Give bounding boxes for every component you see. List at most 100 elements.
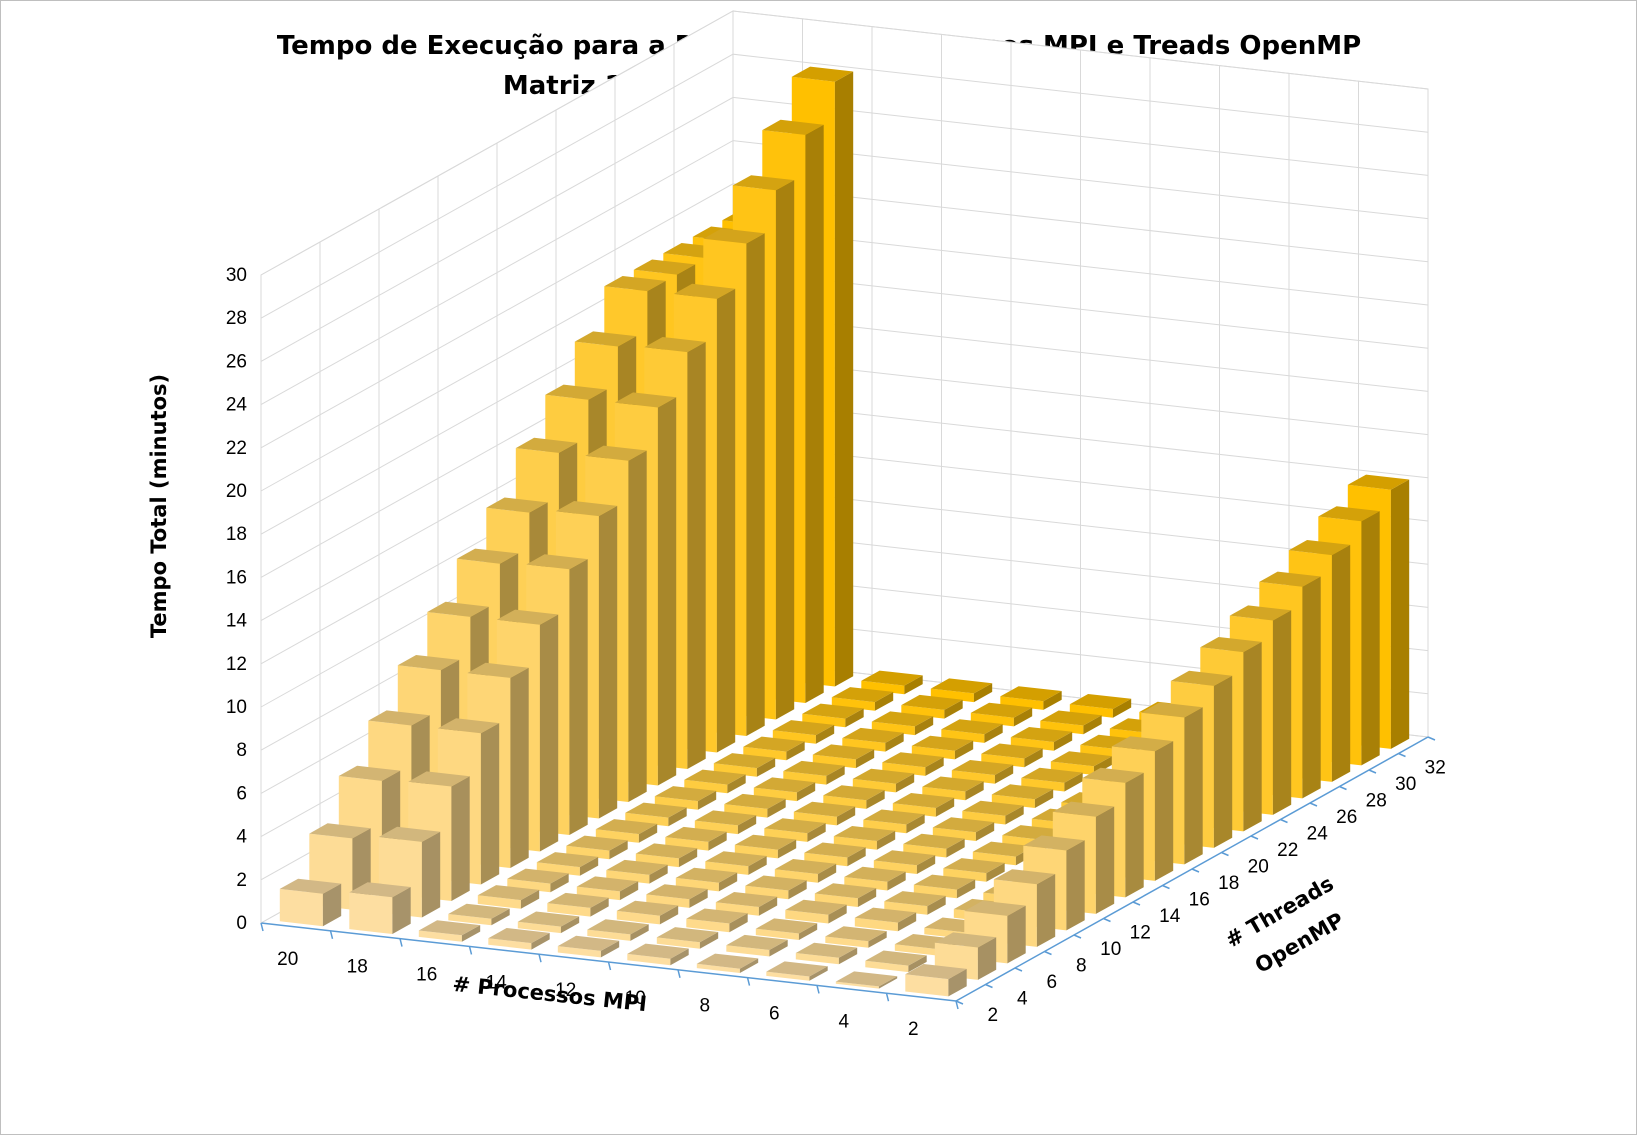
bar-side bbox=[461, 925, 481, 942]
bar-top bbox=[941, 719, 1003, 735]
bar-side bbox=[727, 774, 746, 794]
bar-face bbox=[1050, 761, 1094, 775]
bar-side bbox=[1034, 789, 1054, 808]
bar-top bbox=[604, 276, 666, 292]
bar-side bbox=[550, 873, 569, 893]
bar bbox=[934, 932, 997, 980]
bar-side bbox=[866, 790, 885, 809]
bar-side bbox=[1125, 772, 1144, 898]
bar-side bbox=[687, 341, 706, 769]
bar-top bbox=[515, 437, 578, 453]
bar-top bbox=[943, 858, 1005, 874]
bar-top bbox=[772, 720, 835, 736]
bar-top bbox=[745, 875, 807, 891]
bar-face bbox=[753, 787, 797, 802]
bar-side bbox=[737, 815, 757, 835]
bar-face bbox=[557, 946, 601, 958]
z-axis-title: Tempo Total (minutos) bbox=[147, 374, 171, 638]
bar-top bbox=[755, 918, 818, 934]
bar-top bbox=[488, 928, 550, 944]
bar-side bbox=[657, 397, 677, 786]
bar-top bbox=[555, 501, 618, 517]
bar-face bbox=[981, 753, 1025, 768]
bar bbox=[566, 835, 628, 860]
bar-top bbox=[734, 834, 797, 850]
bar-top bbox=[408, 771, 470, 787]
threads-tick-label: 26 bbox=[1336, 807, 1357, 828]
bar-top bbox=[338, 765, 401, 781]
bar-side bbox=[600, 940, 620, 958]
bar-side bbox=[887, 871, 906, 891]
bar-face bbox=[696, 963, 740, 973]
bar-top bbox=[901, 694, 963, 710]
threads-axis-tick-mark bbox=[1398, 752, 1406, 758]
mpi-tick-label: 18 bbox=[347, 957, 368, 978]
bar bbox=[726, 934, 788, 957]
threads-tick-label: 4 bbox=[1017, 988, 1028, 1009]
bar-side bbox=[758, 896, 778, 916]
bar-side bbox=[1013, 707, 1033, 727]
bar-top bbox=[793, 801, 856, 817]
bar-top bbox=[951, 760, 1014, 775]
bar-side bbox=[510, 667, 529, 868]
threads-tick-label: 14 bbox=[1159, 906, 1181, 927]
bar-side bbox=[914, 716, 934, 736]
mpi-tick-label: 16 bbox=[416, 965, 437, 986]
bar-side bbox=[836, 806, 856, 826]
bar-side bbox=[539, 614, 559, 852]
bar-top bbox=[576, 876, 639, 892]
bar-side bbox=[451, 776, 470, 901]
bar-face bbox=[842, 738, 886, 752]
z-tick-label: 16 bbox=[226, 567, 247, 588]
bar-side bbox=[786, 741, 805, 761]
bar-side bbox=[531, 932, 550, 950]
bar bbox=[842, 727, 904, 752]
bar-face bbox=[852, 778, 896, 793]
bar bbox=[1021, 767, 1083, 792]
bar-face bbox=[884, 901, 928, 915]
bar-side bbox=[828, 904, 847, 924]
bar-side bbox=[670, 948, 689, 966]
bar-side bbox=[904, 675, 923, 695]
bar-top bbox=[1111, 736, 1174, 752]
bar bbox=[825, 926, 887, 948]
threads-axis-tick-mark bbox=[1221, 851, 1229, 857]
z-tick-label: 30 bbox=[226, 265, 247, 286]
bar bbox=[507, 868, 569, 893]
bar bbox=[905, 964, 967, 997]
bar-top bbox=[743, 736, 805, 752]
bar-face bbox=[785, 910, 829, 924]
bar-face bbox=[901, 705, 945, 719]
bar-top bbox=[585, 445, 647, 461]
bar bbox=[981, 743, 1043, 768]
bar-top bbox=[852, 768, 915, 784]
bar-top bbox=[823, 785, 885, 801]
bar bbox=[922, 776, 984, 801]
bar-top bbox=[448, 903, 510, 919]
bar-top bbox=[437, 718, 500, 734]
bar-face bbox=[941, 729, 985, 743]
bar bbox=[785, 899, 847, 924]
bar-face bbox=[547, 903, 591, 917]
bar-side bbox=[638, 823, 658, 843]
bar bbox=[1000, 686, 1062, 710]
bar-top bbox=[934, 932, 997, 948]
bar-side bbox=[876, 830, 896, 850]
bar-side bbox=[579, 856, 599, 876]
bar-side bbox=[906, 814, 925, 834]
mpi-axis-tick-mark bbox=[399, 938, 403, 947]
bar-side bbox=[897, 912, 917, 932]
bar-side bbox=[847, 847, 866, 867]
bar-face bbox=[694, 820, 738, 835]
bar-side bbox=[729, 913, 748, 933]
z-tick-label: 12 bbox=[226, 654, 247, 675]
bar-top bbox=[279, 878, 342, 894]
bar-top bbox=[802, 703, 864, 719]
bar-side bbox=[807, 823, 826, 842]
bar-top bbox=[854, 907, 917, 923]
bar-face bbox=[665, 837, 709, 851]
threads-axis-tick-mark bbox=[1339, 785, 1347, 791]
mpi-axis-tick-mark bbox=[955, 1000, 959, 1010]
bar-face bbox=[903, 844, 947, 858]
